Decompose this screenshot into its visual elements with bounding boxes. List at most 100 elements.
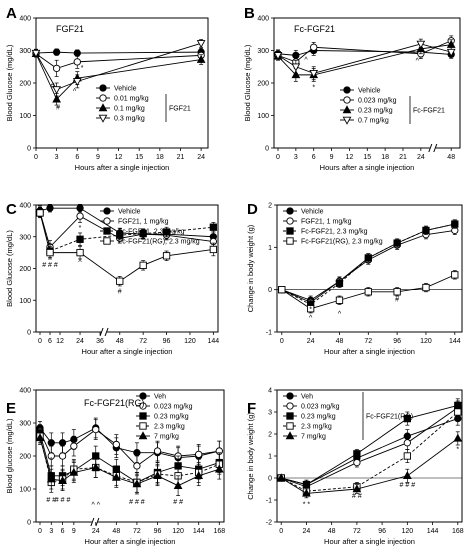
series-1 [32,47,205,58]
x-tick-label: 9 [72,528,76,535]
x-tick-label: 12 [115,154,123,161]
significance-mark: ^ ^ [91,502,100,509]
significance-mark: ^ [78,260,82,267]
x-tick-label: 3 [55,154,59,161]
data-point [335,296,344,304]
significance-mark: # # # [55,497,71,504]
data-point [422,283,430,292]
x-tick-label: 18 [156,154,164,161]
data-point [302,488,311,497]
legend-label: FGF21, 1 mg/kg [118,219,169,226]
series-4 [31,39,206,97]
legend-marker [343,86,351,94]
data-point [353,458,361,467]
x-tick-label: 6 [312,154,316,161]
x-tick-label: 120 [172,528,184,535]
y-tick-label: 300 [257,48,269,55]
legend-label: Vehicle [118,209,141,216]
x-tick-label: 15 [363,154,371,161]
y-tick-label: 0 [27,520,31,527]
significance-mark: # # [352,493,362,500]
legend-marker [286,237,294,245]
x-tick-label: 21 [177,154,185,161]
y-tick-label: 100 [19,487,31,494]
data-point [393,288,401,296]
y-axis-label: Blood Glucose (mg/dL) [5,44,14,121]
x-tick-label: 72 [139,338,147,345]
x-tick-label: 144 [427,528,439,535]
significance-mark: # # # [129,499,145,506]
panel-letter: E [6,400,16,417]
x-tick-label: 96 [163,338,171,345]
panel-letter: D [247,201,258,218]
x-tick-label: 6 [75,154,79,161]
y-tick-label: 0 [268,476,272,483]
y-axis-label: Blood glucose (mg/dL) [5,418,14,494]
legend-marker [103,227,111,235]
x-tick-label: 0 [38,338,42,345]
series-line [39,436,220,483]
axis-break-mark [433,143,438,153]
data-point [153,471,162,480]
legend-group-label: FGF21 [169,106,191,113]
data-point [162,228,171,236]
x-axis-label: Hour after a single injection [82,347,173,356]
data-point [139,261,147,269]
axis-break-gap [101,328,108,336]
x-tick-label: 168 [452,528,464,535]
panel-f: -2 -1 0 1 2 3 4 0 24 48 72 96 120 144 168 Hour after a … [246,388,464,547]
y-axis-label: Change in body weight (g) [246,412,255,500]
data-point [451,220,459,228]
y-tick-label: 200 [19,454,31,461]
data-point [72,78,82,87]
data-point [353,450,361,458]
series-5 [276,431,463,499]
plot-frame [276,204,463,333]
legend-marker [138,431,148,440]
series-4 [278,270,459,314]
significance-mark: * * [303,502,311,509]
y-axis-label: Blood Glucose (mg/dL) [5,230,14,307]
legend-label: 7 mg/kg [154,434,179,441]
data-point [209,245,218,254]
significance-mark: # # [173,499,183,506]
x-tick-label: 48 [328,528,336,535]
data-point [52,86,61,95]
y-axis-label: Change in body weight (g) [246,224,255,312]
legend-marker [99,94,107,102]
legend: Veh 0.023 mg/kg 0.23 mg/kg 2.3 mg/kg 7 mg/kg… [283,392,413,441]
x-tick-label: 21 [399,154,407,161]
axis-break-gap [429,144,436,152]
data-point [133,462,141,470]
significance-mark: ^ [50,458,54,465]
legend-marker [103,237,111,245]
data-point [453,433,463,442]
legend-label: 0.1 mg/kg [114,106,145,113]
y-tick-label: 400 [257,16,269,23]
y-tick-label: 400 [19,16,31,23]
y-tick-label: 4 [268,388,272,395]
legend-marker [98,114,108,123]
legend-group-label: Fc-FGF21(RG) [366,414,413,421]
legend-label: 0.023 mg/kg [358,98,397,105]
legend-label: 2.3 mg/kg [154,424,185,431]
x-tick-label: 9 [96,154,100,161]
significance-mark: * [81,65,84,72]
legend-marker [286,412,294,420]
data-point [153,447,162,455]
data-point [309,69,319,78]
x-tick-label: 24 [303,528,311,535]
x-tick-label: 12 [56,338,64,345]
series-4 [36,207,218,287]
legend-label: Fc-FGF21, 2.3 mg/kg [301,229,368,236]
axis-break-gap [91,518,98,526]
data-point [352,484,362,493]
x-tick-label: 96 [393,338,401,345]
legend-label: 0.023 mg/kg [301,404,340,411]
y-tick-label: 100 [19,113,31,120]
x-tick-label: 48 [116,338,124,345]
significance-mark: # [395,297,399,304]
